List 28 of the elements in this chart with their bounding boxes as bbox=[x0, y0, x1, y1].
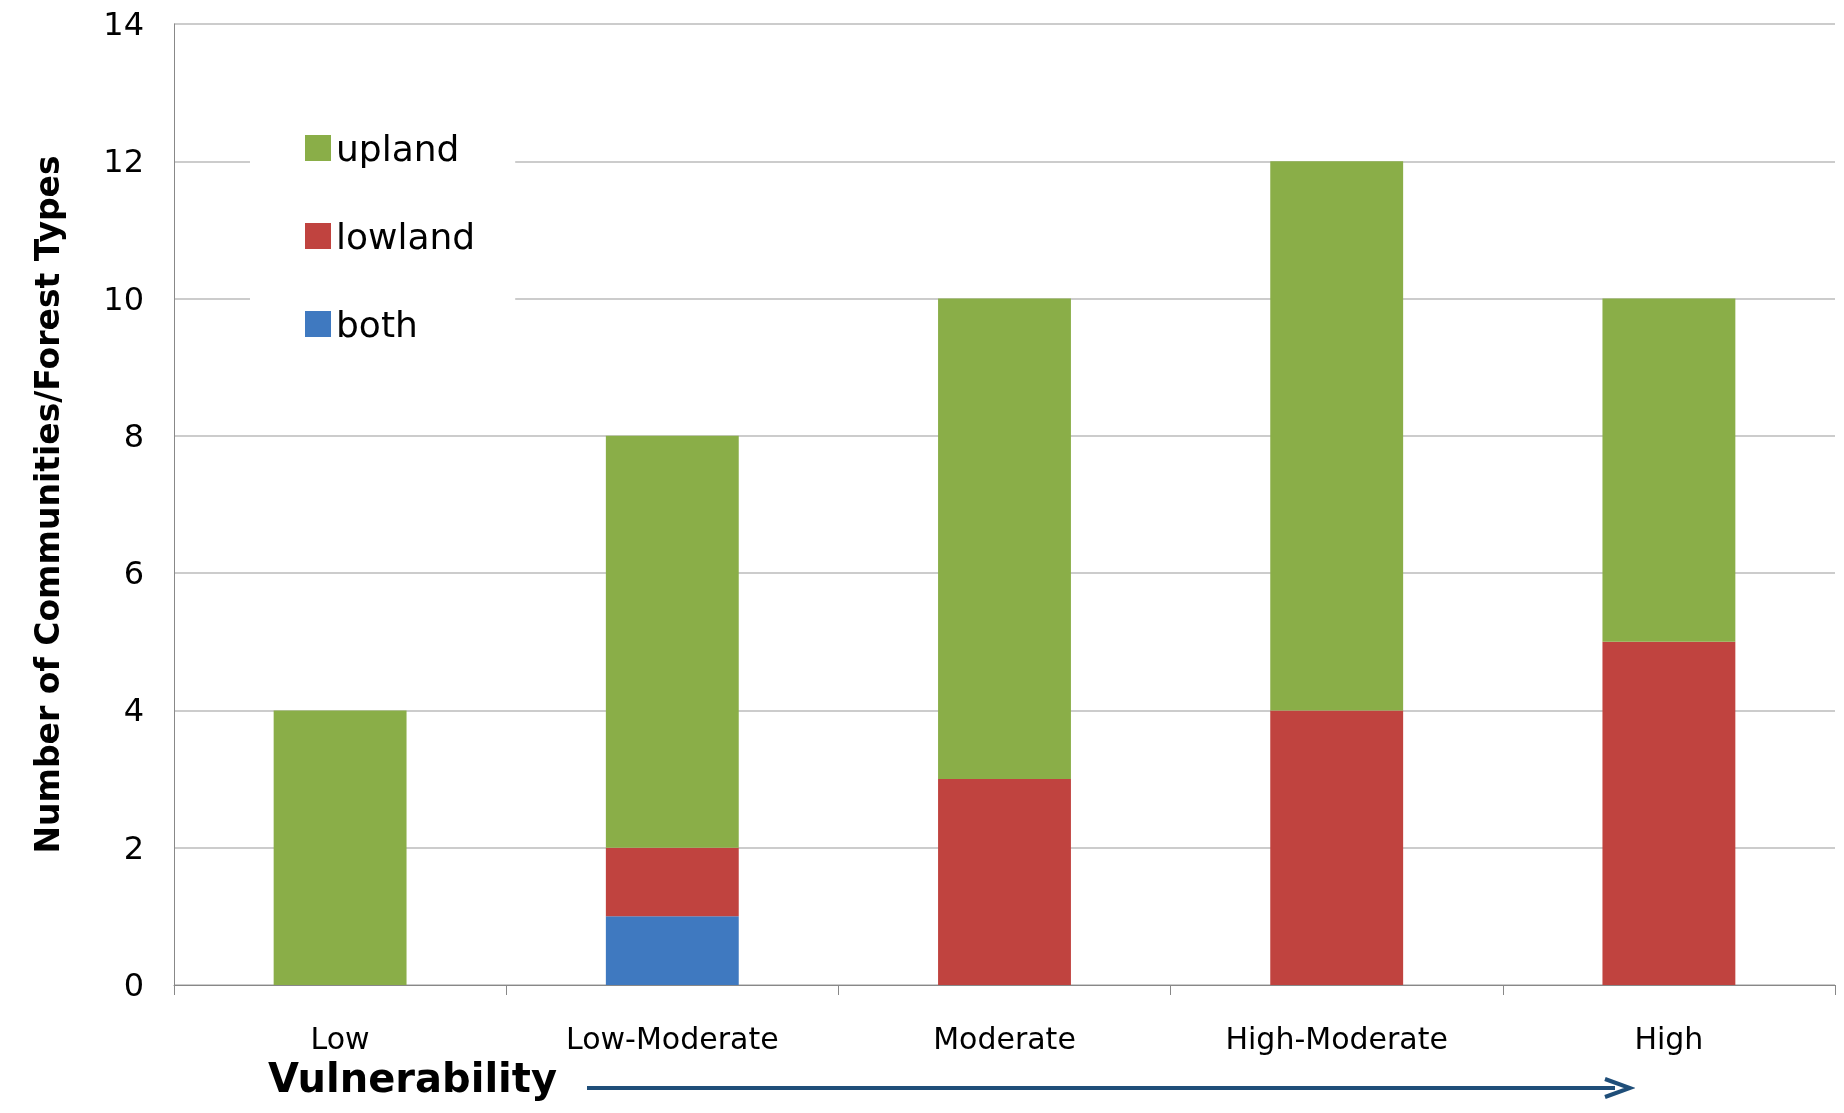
y-tick-label: 0 bbox=[123, 966, 144, 1004]
bar bbox=[938, 298, 1071, 780]
bar bbox=[1602, 298, 1736, 642]
bar bbox=[605, 435, 739, 848]
x-tick-label: Low bbox=[310, 1020, 370, 1056]
y-tick-label: 6 bbox=[123, 554, 144, 593]
y-tick-label: 2 bbox=[123, 828, 144, 867]
bar bbox=[938, 779, 1071, 985]
bar bbox=[605, 847, 739, 917]
bar bbox=[1270, 161, 1404, 711]
bar bbox=[605, 916, 739, 985]
x-tick-label: Moderate bbox=[933, 1020, 1076, 1056]
legend-label: lowland bbox=[336, 215, 476, 257]
bar bbox=[1602, 641, 1736, 985]
y-tick-label: 8 bbox=[123, 416, 144, 455]
x-axis-title: Vulnerability bbox=[268, 1055, 558, 1101]
bar bbox=[273, 710, 407, 985]
y-tick-label: 4 bbox=[123, 691, 144, 730]
bar bbox=[1270, 710, 1404, 985]
y-tick-label: 14 bbox=[103, 5, 144, 43]
y-tick-label: 10 bbox=[103, 279, 144, 318]
y-tick-label: 12 bbox=[103, 142, 144, 181]
y-axis-title: Number of Communities/Forest Types bbox=[28, 155, 67, 854]
x-tick-label: High-Moderate bbox=[1225, 1020, 1448, 1056]
legend-label: both bbox=[336, 303, 418, 345]
legend-label: upland bbox=[336, 127, 460, 169]
x-tick-label: Low-Moderate bbox=[566, 1020, 779, 1056]
x-tick-label: High bbox=[1634, 1020, 1704, 1056]
